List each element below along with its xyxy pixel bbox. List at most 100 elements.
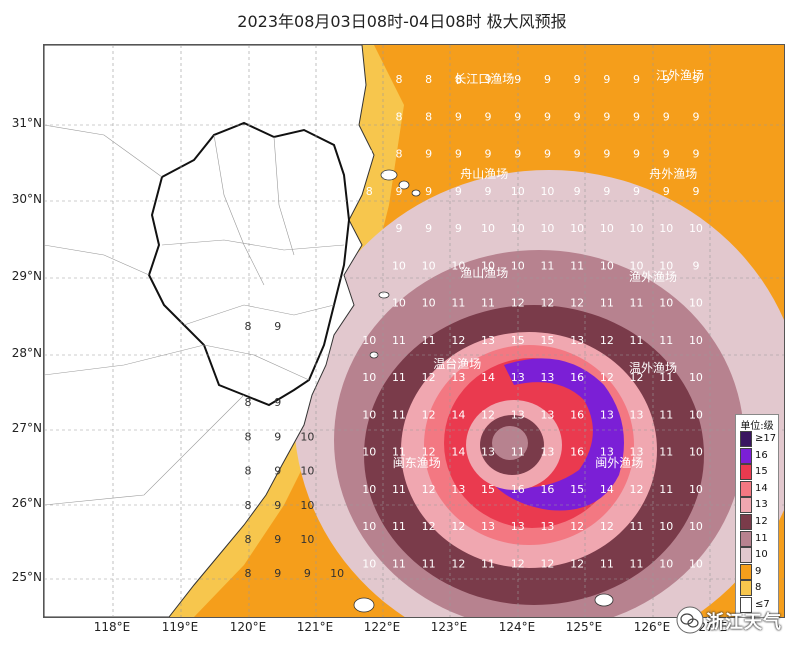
legend-label: 13	[755, 499, 768, 511]
eye-core	[492, 426, 528, 460]
legend-swatch	[740, 480, 752, 497]
wind-value: 12	[511, 557, 525, 570]
legend-title: 单位:级	[740, 421, 774, 432]
legend-label: 12	[755, 516, 768, 527]
coast-wind-value: 8	[245, 499, 252, 512]
lon-label-123: 123°E	[430, 620, 468, 634]
wind-value: 16	[570, 408, 584, 421]
wind-value: 14	[600, 483, 614, 496]
fishing-ground-label: 长江口渔场	[454, 72, 514, 86]
lon-label-121: 121°E	[296, 620, 334, 634]
lon-label-125: 125°E	[565, 620, 603, 634]
wind-value: 10	[689, 446, 703, 459]
coast-wind-value: 10	[300, 533, 314, 546]
wind-value: 11	[451, 297, 465, 310]
wind-value: 9	[633, 148, 640, 161]
fishing-ground-label: 渔山渔场	[460, 266, 508, 280]
wind-value: 15	[511, 334, 525, 347]
lon-label-124: 124°E	[498, 620, 536, 634]
zhejiang-boundary	[147, 121, 351, 407]
wind-value: 8	[425, 110, 432, 123]
coast-wind-value: 8	[245, 533, 252, 546]
wind-value: 13	[540, 408, 554, 421]
band-level-16	[494, 358, 624, 511]
wind-value: 10	[659, 259, 673, 272]
wind-value: 13	[630, 446, 644, 459]
wind-value: 9	[485, 148, 492, 161]
watermark-text: 浙江天气	[706, 612, 782, 633]
wind-value: 11	[659, 483, 673, 496]
wind-value: 9	[603, 73, 610, 86]
wind-value: 12	[511, 297, 525, 310]
wind-value: 10	[689, 334, 703, 347]
wind-value: 13	[481, 334, 495, 347]
wind-value: 9	[574, 110, 581, 123]
wind-value: 9	[574, 148, 581, 161]
lat-label-27: 27°N	[11, 421, 42, 435]
wind-value: 12	[600, 520, 614, 533]
legend-label: 14	[755, 482, 768, 494]
legend-swatch	[740, 431, 752, 447]
wind-value: 9	[633, 110, 640, 123]
wind-value: 9	[514, 148, 521, 161]
wind-value: 8	[395, 110, 402, 123]
wind-value: 11	[392, 334, 406, 347]
wechat-logo-icon	[676, 606, 704, 634]
legend-label: 9	[755, 565, 762, 577]
wind-value: 8	[366, 148, 373, 161]
wind-scale-legend: 单位:级 ≥17 16 15 14 13 12 11 10 9 8 ≤7	[735, 414, 779, 618]
wind-value: 10	[659, 520, 673, 533]
wind-value: 11	[481, 297, 495, 310]
wind-value: 11	[392, 520, 406, 533]
wind-value: 10	[422, 259, 436, 272]
lon-label-118: 118°E	[93, 620, 131, 634]
mainland-land	[44, 45, 375, 617]
wind-value: 11	[422, 334, 436, 347]
lat-label-29: 29°N	[11, 269, 42, 283]
fishing-ground-label: 舟山渔场	[460, 167, 508, 181]
coast-wind-value: 9	[274, 396, 281, 409]
wind-value: 10	[481, 222, 495, 235]
wind-value: 13	[600, 408, 614, 421]
wind-value: 10	[689, 520, 703, 533]
wind-value: 9	[633, 73, 640, 86]
wind-value: 10	[689, 483, 703, 496]
wind-value: 9	[574, 73, 581, 86]
wind-value: 11	[659, 334, 673, 347]
wind-value: 9	[692, 185, 699, 198]
wind-value: 12	[600, 334, 614, 347]
wind-value: 10	[362, 483, 376, 496]
wind-value: 12	[540, 557, 554, 570]
fishing-ground-label: 舟外渔场	[649, 167, 697, 181]
wind-value: 12	[600, 371, 614, 384]
wind-value: 10	[600, 259, 614, 272]
wind-value: 10	[511, 222, 525, 235]
wind-value: 10	[689, 371, 703, 384]
wind-value: 10	[600, 222, 614, 235]
legend-swatch	[740, 514, 752, 530]
wind-value: 10	[659, 222, 673, 235]
wind-value: 11	[630, 297, 644, 310]
legend-swatch	[740, 530, 752, 547]
wind-value: 11	[511, 446, 525, 459]
wind-value: 11	[481, 557, 495, 570]
wind-value: 13	[511, 520, 525, 533]
wind-value: 12	[630, 371, 644, 384]
legend-label: 11	[755, 532, 768, 544]
wind-value: 13	[540, 371, 554, 384]
wind-value: 9	[395, 222, 402, 235]
wind-value: 10	[540, 185, 554, 198]
wind-value: 11	[392, 446, 406, 459]
wind-value: 9	[425, 185, 432, 198]
graticule	[44, 45, 784, 617]
map-frame: 8 8 8 9 9 9 9 9 9 9 9 8 8 9 9 9 9 9 9 9 9 9 8 8 9 9 9 9 9 9 9 9 9 9 8 9 9 9 9 1…	[43, 44, 785, 618]
legend-swatch	[740, 563, 752, 580]
wind-value: 10	[362, 520, 376, 533]
coast-wind-value: 8	[245, 567, 252, 580]
wind-value: 9	[485, 110, 492, 123]
wind-value: 10	[451, 259, 465, 272]
wind-value: 10	[511, 259, 525, 272]
coast-wind-value: 10	[300, 430, 314, 443]
coast-wind-value: 8	[245, 430, 252, 443]
legend-label: ≥17	[755, 433, 777, 444]
